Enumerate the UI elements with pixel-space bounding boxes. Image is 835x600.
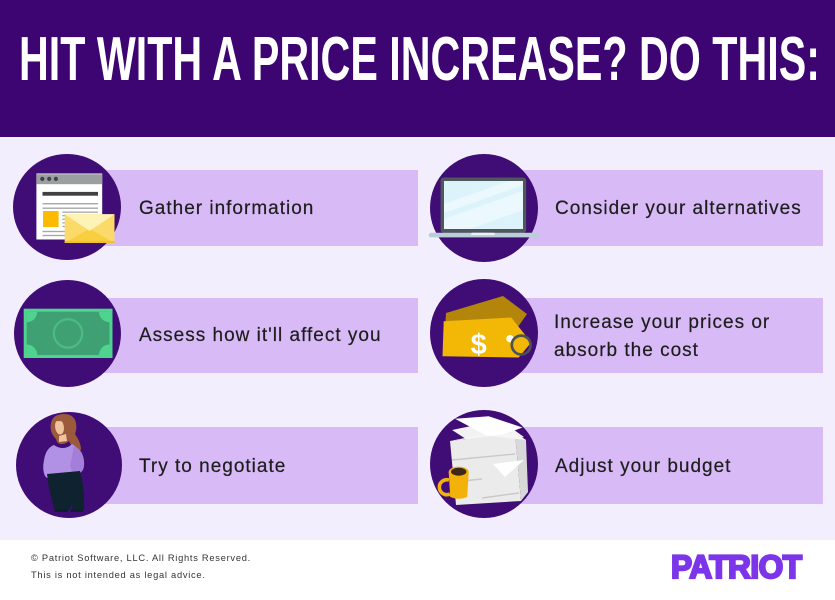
svg-text:$: $	[471, 329, 487, 361]
